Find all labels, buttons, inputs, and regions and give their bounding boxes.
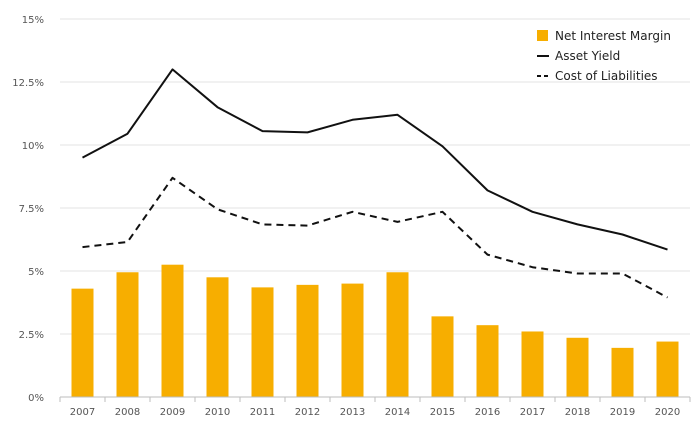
x-tick-label: 2019 [610,407,635,418]
bar [341,283,364,397]
x-tick-label: 2007 [70,407,95,418]
y-tick-label: 10% [22,141,44,152]
x-tick-label: 2015 [430,407,455,418]
bar [566,337,589,397]
y-axis-labels: 0% 2.5% 5% 7.5% 10% 12.5% 15% [12,15,44,404]
x-tick-label: 2010 [205,407,230,418]
x-tick-label: 2014 [385,407,410,418]
y-tick-label: 7.5% [19,204,44,215]
y-tick-label: 0% [28,393,44,404]
bar [386,272,409,397]
bar-series-net-interest-margin [71,264,679,397]
bar [656,341,679,397]
x-tick-label: 2018 [565,407,590,418]
bar [431,316,454,397]
bar [611,347,634,397]
bar [296,284,319,397]
legend-label: Asset Yield [555,49,620,63]
bar [476,325,499,397]
x-tick-label: 2016 [475,407,500,418]
legend-label: Net Interest Margin [555,29,671,43]
bar [251,287,274,397]
x-tick-label: 2008 [115,407,140,418]
bar [116,272,139,397]
line-asset-yield [82,68,668,251]
line-series [82,68,668,299]
legend-swatch-bar [537,30,548,41]
y-tick-label: 2.5% [19,330,44,341]
legend: Net Interest Margin Asset Yield Cost of Li… [537,29,671,83]
line-cost-of-liabilities [82,176,668,299]
bar [71,288,94,397]
x-tick-label: 2017 [520,407,545,418]
x-tick-label: 2020 [655,407,680,418]
y-tick-label: 12.5% [12,78,44,89]
y-tick-label: 15% [22,15,44,26]
bar [206,277,229,397]
bar [161,264,184,397]
y-tick-label: 5% [28,267,44,278]
x-tick-label: 2012 [295,407,320,418]
x-tick-label: 2009 [160,407,185,418]
x-axis: 2007 2008 2009 2010 2011 2012 2013 2014 2015 2016… [59,396,691,418]
legend-label: Cost of Liabilities [555,69,658,83]
gridlines [60,18,690,335]
x-tick-label: 2013 [340,407,365,418]
x-tick-label: 2011 [250,407,275,418]
bar [521,331,544,397]
